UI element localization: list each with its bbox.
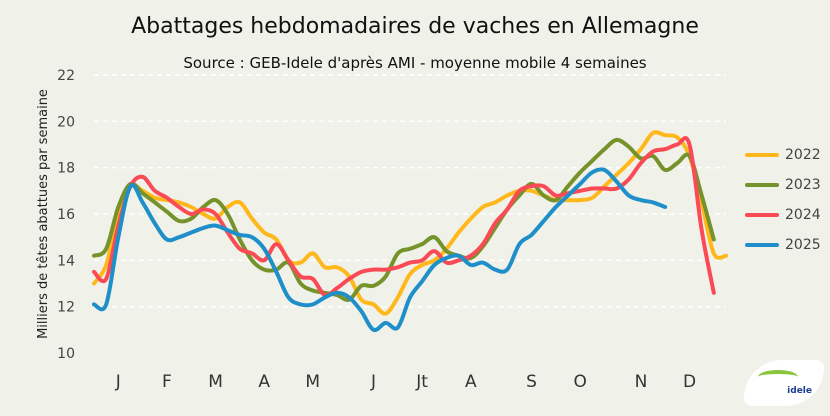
legend-label: 2023 [785,177,821,193]
logo-text: idele [787,386,812,396]
legend: 2022 2023 2024 2025 [745,140,821,260]
legend-label: 2024 [785,207,821,223]
x-tick-label: O [573,372,586,392]
x-tick-label: D [683,372,696,392]
y-tick-label: 16 [57,207,75,223]
legend-label: 2025 [785,237,821,253]
y-tick-label: 12 [57,300,75,316]
series-line-2024 [92,136,716,298]
x-tick-label: F [162,372,172,392]
x-tick-label: N [635,372,648,392]
legend-swatch [745,183,779,187]
legend-item-2024: 2024 [745,200,821,230]
legend-item-2023: 2023 [745,170,821,200]
logo-leaf-icon [758,370,798,384]
x-tick-label: J [115,372,121,392]
chart-subtitle: Source : GEB-Idele d'après AMI - moyenne… [183,54,647,72]
y-axis-label: Milliers de têtes abattues par semaine [36,89,51,339]
y-tick-label: 18 [57,161,75,177]
x-tick-label: A [465,372,477,392]
x-tick-label: J [370,372,376,392]
legend-swatch [745,213,779,217]
x-tick-label: M [305,372,320,392]
legend-item-2025: 2025 [745,230,821,260]
legend-item-2022: 2022 [745,140,821,170]
x-tick-label: A [258,372,270,392]
x-tick-label: S [526,372,537,392]
y-tick-label: 10 [57,346,75,362]
y-tick-label: 14 [57,253,75,269]
y-tick-label: 20 [57,114,75,130]
y-tick-label: 22 [57,68,75,84]
legend-swatch [745,243,779,247]
chart-title: Abattages hebdomadaires de vaches en All… [131,14,699,39]
x-tick-label: M [208,372,223,392]
series-line-2025 [92,167,668,333]
legend-label: 2022 [785,147,821,163]
x-tick-label: Jt [415,372,428,392]
legend-swatch [745,153,779,157]
